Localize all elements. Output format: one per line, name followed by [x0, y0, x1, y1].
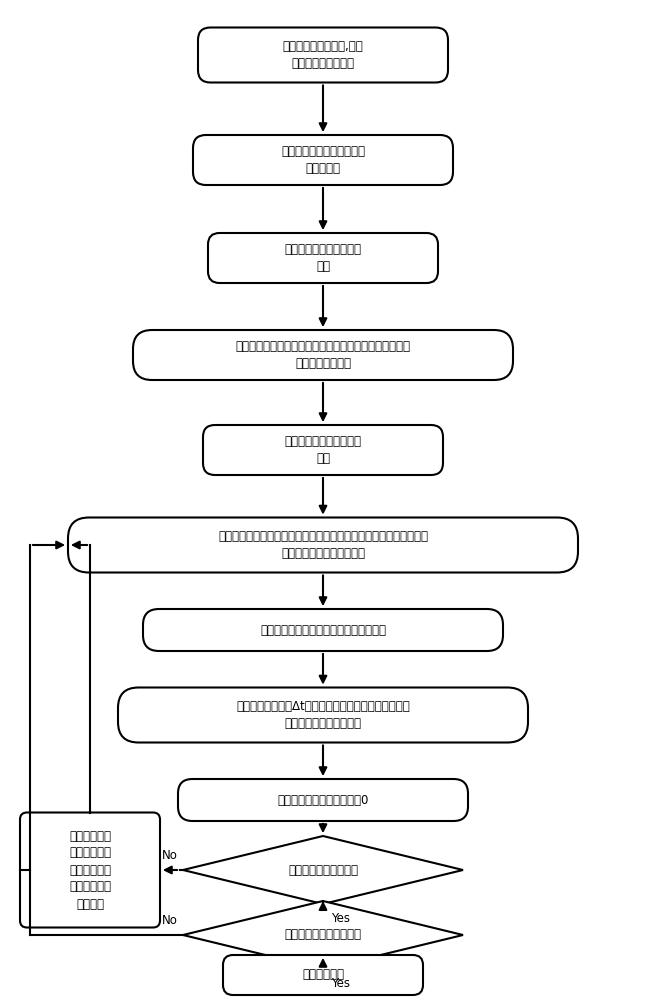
FancyBboxPatch shape: [118, 688, 528, 742]
FancyBboxPatch shape: [143, 609, 503, 651]
Text: 是否到达最后一个插补点: 是否到达最后一个插补点: [284, 928, 362, 942]
FancyBboxPatch shape: [208, 233, 438, 283]
Text: 调整机械臂，将误差控制为0: 调整机械臂，将误差控制为0: [277, 794, 369, 806]
Polygon shape: [183, 836, 463, 904]
Text: Yes: Yes: [331, 912, 350, 925]
Text: No: No: [162, 849, 178, 862]
Text: 给定冗余机械臂参数,输入
机械臂末端轨迹方程: 给定冗余机械臂参数,输入 机械臂末端轨迹方程: [283, 40, 363, 70]
Text: 建立路标式的空间轨迹插
补点: 建立路标式的空间轨迹插 补点: [284, 243, 362, 273]
Text: 驱动机械臂关节运动，控制关节运动速度: 驱动机械臂关节运动，控制关节运动速度: [260, 624, 386, 637]
FancyBboxPatch shape: [20, 812, 160, 928]
Polygon shape: [183, 901, 463, 969]
FancyBboxPatch shape: [193, 135, 453, 185]
Text: Yes: Yes: [331, 977, 350, 990]
Text: 采用构形平面运动学求解方法，确定空间轨迹插补点对应
的机械臂空间位形: 采用构形平面运动学求解方法，确定空间轨迹插补点对应 的机械臂空间位形: [236, 340, 410, 370]
Text: 确定机械臂末端在该点的速度、各构形平面的速度分配量，建立具体
形式的避障能力的空间位形: 确定机械臂末端在该点的速度、各构形平面的速度分配量，建立具体 形式的避障能力的空…: [218, 530, 428, 560]
FancyBboxPatch shape: [133, 330, 513, 380]
FancyBboxPatch shape: [68, 518, 578, 572]
FancyBboxPatch shape: [198, 27, 448, 83]
Text: 调整机械臂末
端运动速度，
个构形平面的
速度分配量，
继续运动: 调整机械臂末 端运动速度， 个构形平面的 速度分配量， 继续运动: [69, 830, 111, 910]
Text: 机械臂各关节运动Δt后，校核机械臂末端位置点与空间
轨迹点的位置和姿态误差: 机械臂各关节运动Δt后，校核机械臂末端位置点与空间 轨迹点的位置和姿态误差: [236, 700, 410, 730]
Text: No: No: [162, 914, 178, 927]
Text: 轨迹规划结束: 轨迹规划结束: [302, 968, 344, 982]
FancyBboxPatch shape: [178, 779, 468, 821]
FancyBboxPatch shape: [223, 955, 423, 995]
Text: 是否达到下一个插补点: 是否达到下一个插补点: [288, 863, 358, 876]
Text: 从第一个插补点开始轨迹
控制: 从第一个插补点开始轨迹 控制: [284, 435, 362, 465]
Text: 输入空间障碍物空间尺寸和
位置等参数: 输入空间障碍物空间尺寸和 位置等参数: [281, 145, 365, 175]
FancyBboxPatch shape: [203, 425, 443, 475]
